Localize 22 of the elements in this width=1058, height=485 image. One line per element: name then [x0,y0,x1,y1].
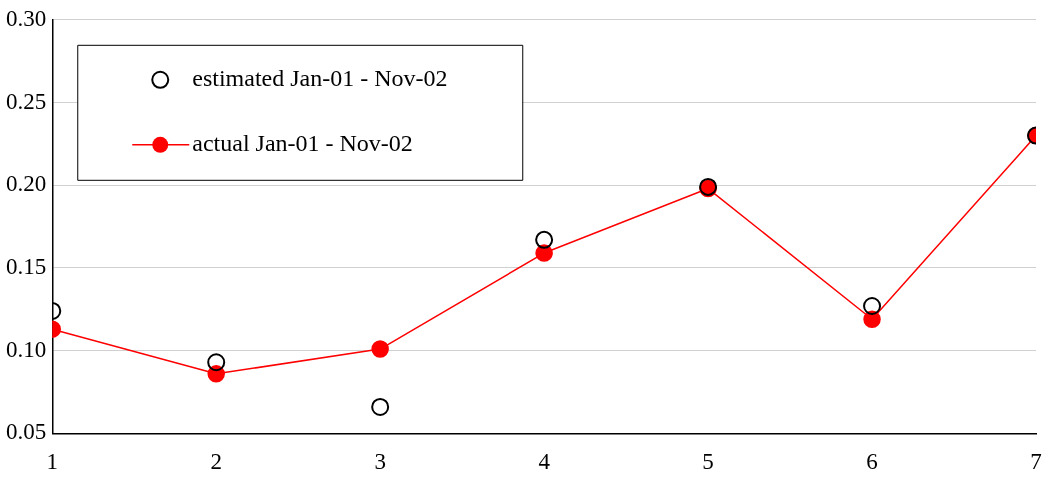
x-tick-label: 5 [702,449,714,475]
point [207,353,226,372]
point [535,244,553,262]
y-tick-label: 0.05 [6,419,47,445]
y-tick-label: 0.15 [6,254,47,280]
y-tick-label: 0.30 [6,5,47,31]
x-tick-label: 3 [374,449,386,475]
x-tick-label: 4 [538,449,551,475]
x-tick-label: 7 [1030,449,1042,475]
x-tick-label: 2 [210,449,222,475]
point [863,310,881,328]
y-tick-label: 0.20 [6,171,47,197]
legend-label: estimated Jan-01 - Nov-02 [192,65,448,92]
legend-label: actual Jan-01 - Nov-02 [192,130,413,157]
x-tick-label: 6 [866,449,878,475]
point [863,297,882,316]
point [371,397,390,416]
point [535,230,554,249]
point [371,340,389,358]
y-tick-label: 0.10 [6,336,47,362]
y-tick-label: 0.25 [6,88,47,114]
x-tick-label: 1 [46,449,58,475]
